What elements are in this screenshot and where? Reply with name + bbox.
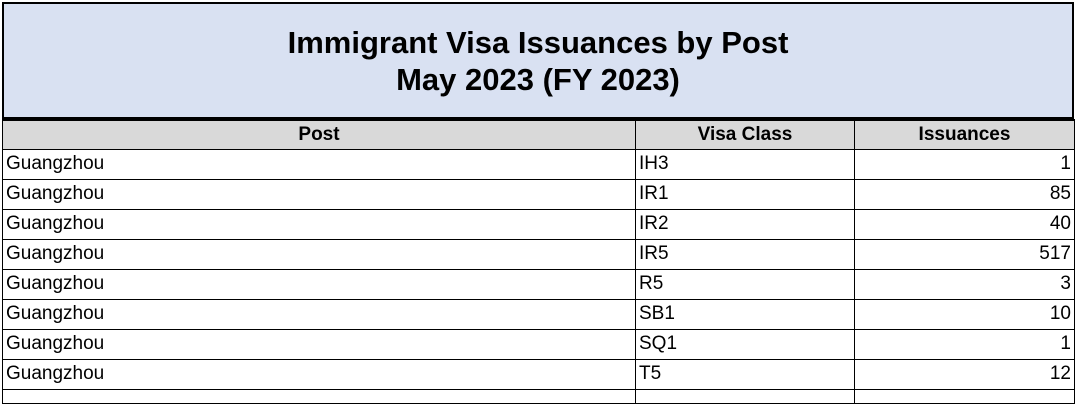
visa-class-cell: R5 [635, 268, 855, 300]
table-row: Guangzhou SB1 10 [2, 298, 1075, 330]
table-row-partial [2, 388, 1075, 404]
table-row: Guangzhou IH3 1 [2, 148, 1075, 180]
post-cell: Guangzhou [2, 238, 636, 270]
visa-class-cell: SB1 [635, 298, 855, 330]
post-cell: Guangzhou [2, 328, 636, 360]
column-header-visa-class: Visa Class [635, 119, 855, 150]
empty-cell [854, 388, 1075, 404]
visa-class-cell: IR1 [635, 178, 855, 210]
table-row: Guangzhou SQ1 1 [2, 328, 1075, 360]
issuances-cell: 10 [854, 298, 1075, 330]
post-cell: Guangzhou [2, 358, 636, 390]
visa-class-cell: IH3 [635, 148, 855, 180]
issuances-cell: 85 [854, 178, 1075, 210]
column-header-issuances: Issuances [854, 119, 1075, 150]
post-cell: Guangzhou [2, 268, 636, 300]
report-title: Immigrant Visa Issuances by Post [287, 24, 789, 60]
issuances-cell: 12 [854, 358, 1075, 390]
issuances-cell: 1 [854, 148, 1075, 180]
table-row: Guangzhou IR1 85 [2, 178, 1075, 210]
visa-class-cell: IR5 [635, 238, 855, 270]
post-cell: Guangzhou [2, 208, 636, 240]
column-header-post: Post [2, 119, 636, 150]
table-row: Guangzhou IR5 517 [2, 238, 1075, 270]
report-title-box: Immigrant Visa Issuances by Post May 202… [2, 2, 1074, 119]
issuances-cell: 517 [854, 238, 1075, 270]
empty-cell [635, 388, 855, 404]
empty-cell [2, 388, 636, 404]
visa-class-cell: SQ1 [635, 328, 855, 360]
post-cell: Guangzhou [2, 298, 636, 330]
table-row: Guangzhou R5 3 [2, 268, 1075, 300]
issuances-cell: 1 [854, 328, 1075, 360]
issuances-cell: 40 [854, 208, 1075, 240]
issuances-cell: 3 [854, 268, 1075, 300]
table-row: Guangzhou T5 12 [2, 358, 1075, 390]
report-subtitle: May 2023 (FY 2023) [396, 61, 680, 97]
table-header-row: Post Visa Class Issuances [2, 119, 1075, 150]
spreadsheet-report: Immigrant Visa Issuances by Post May 202… [2, 2, 1075, 404]
post-cell: Guangzhou [2, 178, 636, 210]
visa-class-cell: IR2 [635, 208, 855, 240]
issuances-table: Post Visa Class Issuances Guangzhou IH3 … [2, 119, 1075, 404]
post-cell: Guangzhou [2, 148, 636, 180]
visa-class-cell: T5 [635, 358, 855, 390]
table-row: Guangzhou IR2 40 [2, 208, 1075, 240]
